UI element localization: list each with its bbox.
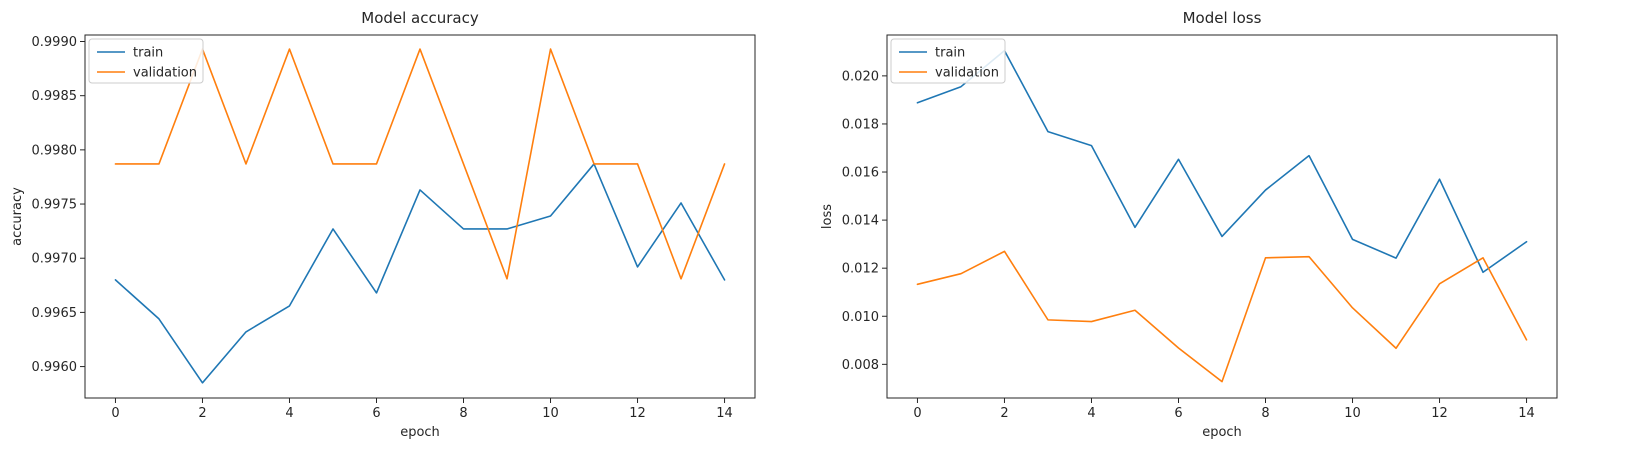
legend-label-train: train <box>133 46 163 61</box>
series-line-validation <box>114 48 726 280</box>
x-tick-label: 0 <box>913 406 921 421</box>
plot-frame <box>84 34 756 399</box>
x-tick-label: 6 <box>1174 406 1182 421</box>
y-tick-label: 0.008 <box>842 358 879 373</box>
x-tick-label: 10 <box>542 406 559 421</box>
y-tick-label: 0.9965 <box>32 306 78 321</box>
x-axis-label: epoch <box>1202 425 1242 440</box>
x-tick-label: 10 <box>1344 406 1361 421</box>
plot-frame <box>886 34 1558 399</box>
series-line-validation <box>916 250 1528 383</box>
legend-label-validation: validation <box>133 66 197 81</box>
x-tick-label: 8 <box>459 406 467 421</box>
x-tick-label: 2 <box>198 406 206 421</box>
y-tick-label: 0.010 <box>842 310 879 325</box>
y-tick-label: 0.020 <box>842 69 879 84</box>
series-line-train <box>916 49 1528 274</box>
y-tick-label: 0.018 <box>842 117 879 132</box>
x-tick-label: 4 <box>285 406 293 421</box>
legend-label-train: train <box>935 46 965 61</box>
y-tick-label: 0.014 <box>842 214 879 229</box>
x-tick-label: 14 <box>716 406 733 421</box>
x-tick-label: 2 <box>1000 406 1008 421</box>
loss-chart: Model loss 0 2 4 6 8 10 12 14 0.008 0.010 0.012 0.01… <box>820 9 1558 440</box>
x-tick-label: 12 <box>1431 406 1448 421</box>
x-tick-label: 12 <box>629 406 646 421</box>
y-tick-label: 0.9980 <box>32 143 78 158</box>
chart-title: Model loss <box>1183 9 1262 27</box>
x-tick-label: 8 <box>1261 406 1269 421</box>
y-tick-label: 0.9990 <box>32 35 78 50</box>
chart-title: Model accuracy <box>361 9 479 27</box>
accuracy-chart: Model accuracy 0 2 4 6 8 10 12 14 0.9960 0.9965 0.9… <box>10 9 756 440</box>
y-tick-label: 0.9975 <box>32 198 78 213</box>
y-axis-label: loss <box>820 204 835 229</box>
x-tick-label: 14 <box>1518 406 1535 421</box>
x-tick-label: 4 <box>1087 406 1095 421</box>
series-line-train <box>114 163 726 384</box>
y-tick-label: 0.9960 <box>32 360 78 375</box>
x-tick-label: 0 <box>111 406 119 421</box>
y-tick-label: 0.012 <box>842 262 879 277</box>
x-axis-label: epoch <box>400 425 440 440</box>
legend-label-validation: validation <box>935 66 999 81</box>
y-axis-label: accuracy <box>10 187 25 246</box>
y-tick-label: 0.9970 <box>32 252 78 267</box>
y-tick-label: 0.9985 <box>32 89 78 104</box>
y-tick-label: 0.016 <box>842 166 879 181</box>
x-tick-label: 6 <box>372 406 380 421</box>
